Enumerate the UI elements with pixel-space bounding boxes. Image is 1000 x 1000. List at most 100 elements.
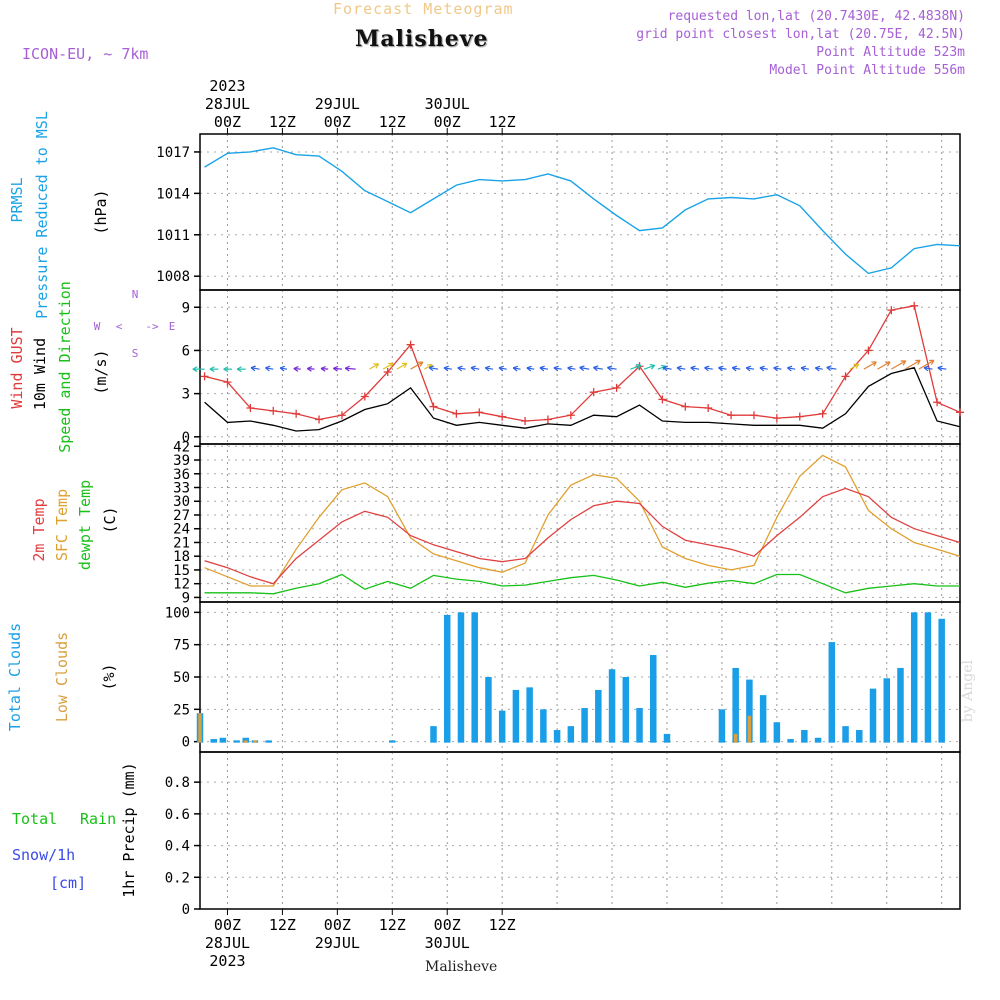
wind-direction-arrow (607, 366, 617, 370)
low-cloud-bar (253, 740, 257, 743)
wind-direction-arrow (567, 367, 576, 370)
total-cloud-bar (430, 726, 437, 743)
precip-snow-unit: [cm] (50, 874, 86, 892)
y-tick-label: 6 (182, 343, 190, 359)
total-cloud-bar (540, 709, 547, 743)
total-cloud-bar (828, 642, 836, 743)
wind-arrow-head (635, 363, 642, 370)
gust-marker (429, 402, 438, 411)
gust-marker (475, 408, 484, 417)
total-cloud-bar (787, 739, 794, 743)
panel-frame (199, 751, 961, 910)
total-cloud-bar (242, 737, 250, 743)
product-title: Forecast Meteogram (333, 0, 514, 18)
bottom-time-tick: 12Z (489, 916, 516, 934)
y-tick-label: 9 (182, 300, 190, 316)
gust-marker (772, 414, 781, 423)
total-cloud-bar (663, 733, 671, 743)
bottom-year-label: 2023 (209, 952, 245, 970)
y-tick-label: 27 (173, 508, 190, 524)
top-date-label: 28JUL (205, 95, 250, 113)
wind-arrow-head (853, 363, 860, 369)
bottom-time-tick: 12Z (269, 916, 296, 934)
wind-arrow-head (279, 365, 286, 372)
total-cloud-bar (581, 708, 588, 743)
wind-direction-arrow (428, 366, 439, 370)
low-cloud-bar (244, 740, 248, 743)
wind-direction-arrow (826, 366, 837, 370)
wind-direction-arrow (891, 360, 906, 370)
total-cloud-bar (233, 740, 240, 743)
precip-rain-label: Rain (80, 810, 116, 828)
wind-arrow-head (937, 365, 943, 372)
compass-w: W (94, 320, 101, 333)
bottom-time-tick: 00Z (214, 916, 241, 934)
wind-direction-arrow (333, 367, 342, 370)
gust-marker (200, 372, 209, 381)
gust-marker (910, 301, 919, 310)
total-cloud-bar (842, 726, 849, 743)
wind-direction-arrow (923, 367, 933, 370)
gust-marker (566, 411, 575, 420)
y-tick-label: 21 (173, 535, 190, 551)
wind-direction-arrow (593, 366, 603, 370)
total-cloud-bar (814, 737, 822, 743)
y-tick-label: 25 (173, 702, 190, 718)
wind-direction-arrow (457, 367, 466, 370)
total-cloud-bar (773, 722, 781, 743)
wind-arrow-head (223, 366, 229, 373)
wind-direction-arrow (424, 364, 433, 370)
y-tick-label: 18 (173, 549, 190, 565)
wind-direction-arrow (773, 367, 782, 370)
wind-direction-arrow (369, 363, 379, 370)
gust-marker (589, 388, 598, 397)
bottom-time-tick: 12Z (379, 916, 406, 934)
wind-direction-arrow (539, 367, 549, 370)
y-tick-label: 1017 (156, 145, 190, 161)
wind-arrow-head (265, 365, 271, 372)
top-year-label: 2023 (209, 77, 245, 95)
gust-marker (864, 346, 873, 355)
gust-marker (246, 404, 255, 413)
wind-arrow-head (373, 363, 380, 369)
wind-arrow-head (826, 365, 832, 372)
wind-direction-arrow (787, 367, 796, 370)
wind-arrow-head (539, 365, 545, 372)
dewpt-label: dewpt Temp (76, 480, 94, 570)
wind-arrow-head (457, 365, 463, 372)
wind-direction-arrow (904, 359, 921, 370)
wind-arrow-head (484, 365, 491, 372)
wind-arrow-head (731, 365, 738, 372)
bottom-date-label: 28JUL (205, 934, 250, 952)
total-cloud-bar (389, 740, 396, 743)
wind-arrow-head (579, 365, 585, 372)
wind-direction-arrow (443, 367, 452, 370)
total-cloud-bar (910, 612, 918, 743)
wind-direction-arrow (732, 367, 741, 370)
pressure-line (204, 147, 961, 275)
wind-arrow-head (236, 366, 242, 373)
wind-arrow-head (320, 365, 326, 372)
gust-marker (406, 340, 415, 349)
total-cloud-bar (512, 689, 520, 743)
total-cloud-bar (595, 689, 602, 743)
temp-2m-label: 2m Temp (30, 498, 48, 561)
y-tick-label: 3 (182, 387, 190, 403)
total-cloud-bar (498, 710, 506, 743)
wind-speed-line (204, 366, 961, 432)
total-cloud-bar (897, 667, 904, 743)
total-cloud-bar (567, 726, 575, 743)
total-cloud-bar (869, 688, 877, 743)
wind-direction-arrow (630, 364, 642, 370)
wind-direction-arrow (410, 361, 424, 370)
temp-2m-line (204, 487, 961, 585)
top-time-tick: 12Z (379, 113, 406, 131)
total-cloud-bar (210, 739, 217, 743)
top-time-tick: 00Z (434, 113, 461, 131)
pressure-label-prmsl: PRMSL (8, 177, 26, 222)
wind-direction-arrow (849, 363, 859, 370)
wind-arrow-head (417, 361, 424, 367)
y-tick-label: 15 (173, 563, 190, 579)
bottom-time-tick: 00Z (324, 916, 351, 934)
